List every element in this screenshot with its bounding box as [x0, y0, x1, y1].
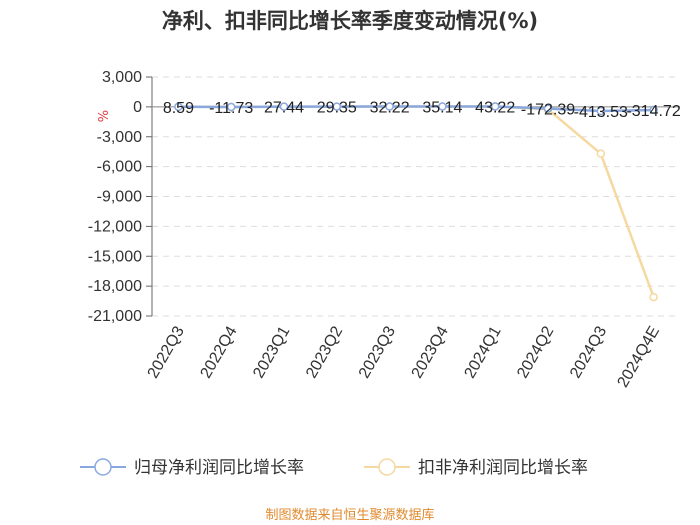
x-tick-label: 2024Q2 — [514, 323, 557, 381]
legend-label: 扣非净利润同比增长率 — [418, 458, 588, 478]
y-tick-label: -6,000 — [97, 159, 142, 176]
data-point — [438, 102, 447, 111]
chart-title: 净利、扣非同比增长率季度变动情况(%) — [162, 9, 538, 33]
y-axis-unit-label: % — [97, 110, 112, 122]
data-label: 32.22 — [370, 100, 410, 117]
x-tick-label: 2023Q3 — [356, 323, 399, 381]
y-tick-label: -9,000 — [97, 189, 142, 206]
x-tick-label: 2023Q2 — [303, 323, 346, 381]
x-tick-label: 2022Q4 — [197, 323, 240, 381]
x-tick-label: 2023Q1 — [250, 323, 293, 381]
series-line — [178, 105, 655, 298]
data-point — [279, 102, 289, 111]
data-labels: 8.59 -11.73 27.44 29.35 32.22 35.14 43.22 -172.… — [163, 99, 681, 121]
legend-item: 扣非净利润同比增长率 — [364, 458, 588, 478]
data-label: -172.39 — [521, 102, 575, 119]
data-label: -314.72 — [626, 103, 680, 120]
legend: 归母净利润同比增长率 扣非净利润同比增长率 — [80, 458, 588, 478]
data-label: -11.73 — [209, 100, 253, 117]
y-tick-label: -15,000 — [88, 248, 142, 265]
data-point — [226, 102, 236, 112]
y-tick-label: -18,000 — [88, 278, 142, 295]
y-tick-label: 3,000 — [102, 69, 142, 86]
data-point — [332, 102, 342, 111]
data-label: -413.53 — [574, 104, 628, 121]
data-point — [490, 102, 500, 111]
y-tick-label: -12,000 — [88, 218, 142, 235]
data-point — [385, 102, 394, 111]
x-tick-label: 2024Q1 — [461, 323, 504, 381]
data-label: 35.14 — [422, 100, 462, 117]
y-tick-label: 0 — [133, 99, 142, 116]
source-note: 制图数据来自恒生聚源数据库 — [265, 507, 434, 523]
x-tick-label: 2022Q3 — [145, 323, 188, 381]
legend-swatch-marker — [378, 458, 396, 476]
data-point — [596, 106, 606, 116]
y-tick-label: -3,000 — [97, 129, 142, 146]
legend-swatch-marker — [94, 458, 112, 476]
x-tick-label: 2024Q4E — [615, 324, 664, 391]
data-label: 43.22 — [475, 99, 515, 116]
data-point — [543, 104, 553, 113]
x-tick-label: 2024Q3 — [567, 323, 610, 381]
data-point — [174, 102, 183, 112]
gridlines — [152, 76, 680, 317]
legend-label: 归母净利润同比增长率 — [134, 458, 304, 478]
data-point — [596, 149, 606, 158]
legend-item: 归母净利润同比增长率 — [80, 458, 304, 478]
x-tick-label: 2023Q4 — [409, 323, 452, 381]
data-point — [649, 105, 658, 115]
series-lines — [174, 102, 658, 302]
data-label: 29.35 — [317, 100, 357, 117]
series-line — [178, 105, 654, 113]
data-label: 8.59 — [163, 100, 194, 117]
y-tick-label: -21,000 — [88, 308, 142, 325]
data-label: 27.44 — [264, 100, 304, 117]
data-point — [649, 292, 658, 302]
